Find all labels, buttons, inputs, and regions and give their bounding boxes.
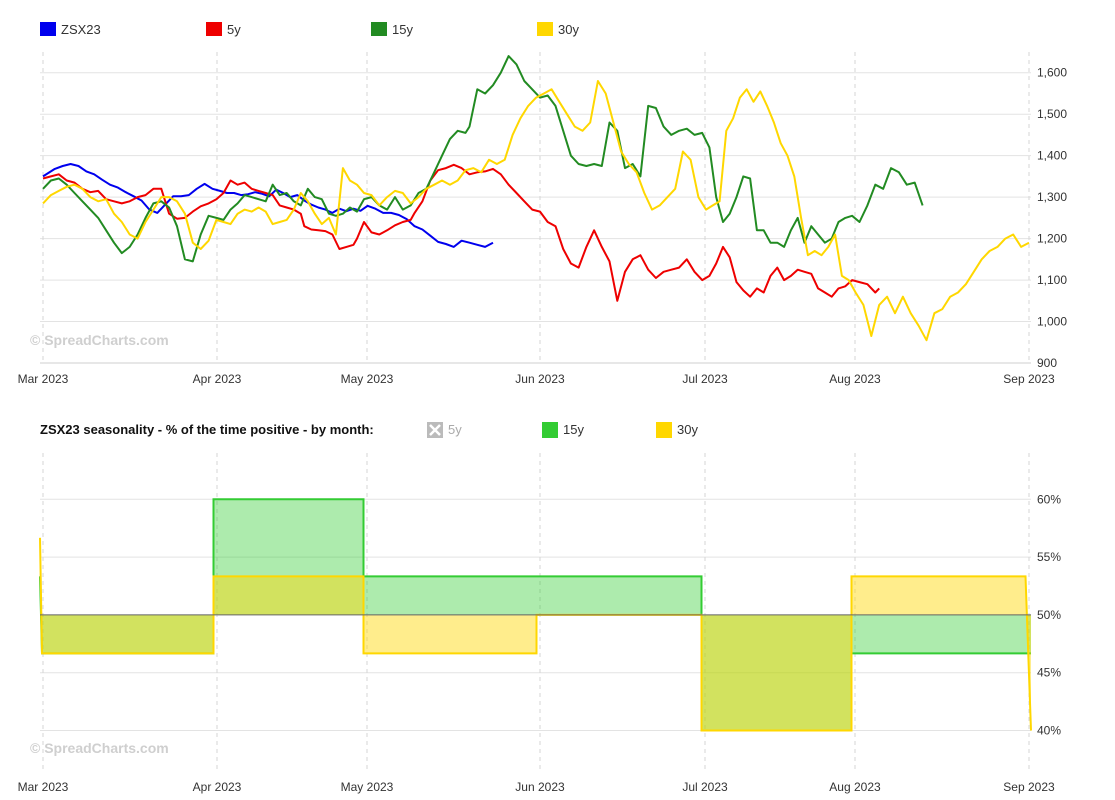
legend-item-season-30y[interactable]: 30y bbox=[656, 422, 698, 438]
legend-label-season-5y: 5y bbox=[448, 422, 462, 437]
top-legend: ZSX23 5y 15y 30y bbox=[40, 22, 579, 37]
top-chart-axes: 900 1,000 1,100 1,200 1,300 1,400 1,500 1,600 Ma… bbox=[18, 66, 1068, 386]
bottom-x-tick-label: Apr 2023 bbox=[193, 780, 242, 794]
top-x-tick-label: May 2023 bbox=[341, 372, 394, 386]
top-x-tick-label: Mar 2023 bbox=[18, 372, 69, 386]
seasonality-title: ZSX23 seasonality - % of the time positi… bbox=[40, 422, 374, 437]
legend-label-5y: 5y bbox=[227, 22, 241, 37]
legend-item-zsx23[interactable]: ZSX23 bbox=[40, 22, 101, 37]
top-y-tick-label: 1,300 bbox=[1037, 190, 1067, 204]
bottom-x-tick-label: Mar 2023 bbox=[18, 780, 69, 794]
legend-label-30y: 30y bbox=[558, 22, 579, 37]
legend-label-zsx23: ZSX23 bbox=[61, 22, 101, 37]
legend-swatch-season-30y bbox=[656, 422, 672, 438]
bottom-legend: ZSX23 seasonality - % of the time positi… bbox=[40, 422, 698, 438]
season-line-30y bbox=[39, 537, 1032, 732]
top-y-tick-label: 1,600 bbox=[1037, 66, 1067, 80]
bottom-chart-axes: 40% 45% 50% 55% 60% Mar 2023 Apr 2023 May 2023 J… bbox=[18, 492, 1062, 794]
disabled-x-icon bbox=[429, 424, 441, 436]
bottom-x-tick-label: May 2023 bbox=[341, 780, 394, 794]
series-line-zsx23 bbox=[42, 163, 494, 248]
bottom-x-tick-label: Jul 2023 bbox=[682, 780, 728, 794]
watermark-top: © SpreadCharts.com bbox=[30, 332, 169, 348]
legend-label-15y: 15y bbox=[392, 22, 413, 37]
watermark-bottom: © SpreadCharts.com bbox=[30, 740, 169, 756]
legend-swatch-zsx23 bbox=[40, 22, 56, 36]
legend-item-15y[interactable]: 15y bbox=[371, 22, 413, 37]
bottom-x-tick-label: Sep 2023 bbox=[1003, 780, 1055, 794]
top-y-tick-label: 1,500 bbox=[1037, 107, 1067, 121]
legend-item-5y[interactable]: 5y bbox=[206, 22, 241, 37]
bottom-chart-series bbox=[39, 498, 1032, 732]
legend-item-season-5y[interactable]: 5y bbox=[427, 422, 462, 438]
bottom-x-tick-label: Jun 2023 bbox=[515, 780, 565, 794]
top-x-tick-label: Sep 2023 bbox=[1003, 372, 1055, 386]
series-line-5y bbox=[42, 163, 880, 302]
top-y-tick-label: 1,200 bbox=[1037, 232, 1067, 246]
legend-swatch-5y bbox=[206, 22, 222, 36]
top-x-tick-label: Aug 2023 bbox=[829, 372, 881, 386]
series-line-15y bbox=[42, 55, 924, 263]
legend-label-season-15y: 15y bbox=[563, 422, 584, 437]
top-y-tick-label: 1,400 bbox=[1037, 149, 1067, 163]
legend-swatch-30y bbox=[537, 22, 553, 36]
legend-item-season-15y[interactable]: 15y bbox=[542, 422, 584, 438]
top-chart-series bbox=[42, 55, 1030, 342]
legend-swatch-15y bbox=[371, 22, 387, 36]
bottom-x-tick-label: Aug 2023 bbox=[829, 780, 881, 794]
bottom-y-tick-label: 60% bbox=[1037, 492, 1061, 506]
legend-label-season-30y: 30y bbox=[677, 422, 698, 437]
bottom-y-tick-label: 50% bbox=[1037, 608, 1061, 622]
top-x-tick-label: Apr 2023 bbox=[193, 372, 242, 386]
top-y-tick-label: 900 bbox=[1037, 356, 1057, 370]
series-line-30y bbox=[42, 80, 1030, 342]
top-x-tick-label: Jul 2023 bbox=[682, 372, 728, 386]
top-y-tick-label: 1,000 bbox=[1037, 315, 1067, 329]
bottom-y-tick-label: 55% bbox=[1037, 550, 1061, 564]
bottom-y-tick-label: 40% bbox=[1037, 724, 1061, 738]
top-x-tick-label: Jun 2023 bbox=[515, 372, 565, 386]
top-y-tick-label: 1,100 bbox=[1037, 273, 1067, 287]
legend-item-30y[interactable]: 30y bbox=[537, 22, 579, 37]
bottom-y-tick-label: 45% bbox=[1037, 666, 1061, 680]
legend-swatch-season-15y bbox=[542, 422, 558, 438]
